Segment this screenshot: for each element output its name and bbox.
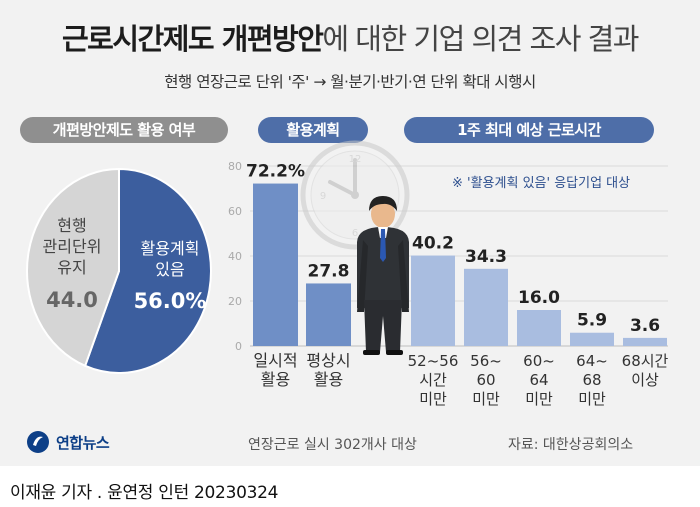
hours-tick-label: 미만: [472, 390, 500, 408]
plan-data-label: 27.8: [308, 261, 350, 281]
hours-data-label: 16.0: [518, 288, 560, 308]
source-note: 자료: 대한상공회의소: [508, 437, 634, 453]
hours-bar: [411, 255, 455, 346]
hours-tick-label: 시간: [419, 371, 447, 389]
sample-note: 연장근로 실시 302개사 대상: [248, 437, 417, 453]
hours-tick-label: 미만: [578, 390, 606, 408]
yonhap-logo-mark: [27, 431, 49, 453]
page-title: 근로시간제도 개편방안에 대한 기업 의견 조사 결과: [0, 16, 700, 58]
hours-tick-label: 68시간: [622, 352, 669, 370]
hours-tick-label: 미만: [419, 390, 447, 408]
plan-tick-label: 일시적: [253, 351, 297, 370]
note-text: ※ '활용계획 있음' 응답기업 대상: [452, 176, 631, 191]
labels-layer: 72.2%일시적활용27.8평상시활용40.252~56시간미만34.356~6…: [246, 162, 669, 408]
plan-bar: [306, 283, 351, 346]
hours-tick-label: 미만: [525, 390, 553, 408]
pie-chart: 현행 관리단위 유지 44.0 활용계획 있음 56.0%: [24, 165, 214, 377]
y-tick-label: 0: [235, 340, 242, 353]
pie-slice-plan: [83, 167, 212, 374]
plan-section-label: 활용계획: [258, 117, 368, 143]
hours-tick-label: 60: [476, 371, 495, 389]
yonhap-logo-text: 연합뉴스: [56, 434, 110, 452]
plan-tick-label: 평상시: [306, 351, 350, 370]
hours-tick-label: 68: [582, 371, 601, 389]
y-tick-label: 20: [228, 295, 242, 308]
hours-tick-label: 56~: [470, 352, 502, 370]
hours-bar: [623, 337, 667, 346]
hours-tick-label: 이상: [631, 371, 659, 389]
plan-tick-label: 활용: [261, 370, 290, 389]
hours-tick-label: 52~56: [408, 352, 459, 370]
pie-section-label: 개편방안제도 활용 여부: [20, 117, 228, 143]
svg-text:6: 6: [352, 228, 358, 239]
pie-slice-label-keep: 현행 관리단위 유지: [42, 216, 102, 277]
pie-slice-keep: [26, 167, 120, 368]
pie-slice-value-keep: 44.0: [46, 288, 98, 312]
byline: 이재윤 기자 . 윤연정 인턴 20230324: [10, 483, 279, 503]
hours-tick-label: 64~: [576, 352, 608, 370]
hours-data-label: 34.3: [465, 247, 507, 267]
hours-data-label: 5.9: [577, 311, 607, 331]
title-emphasis: 근로시간제도 개편방안: [62, 22, 324, 56]
hours-data-label: 3.6: [630, 316, 660, 336]
hours-section-label: 1주 최대 예상 근로시간: [404, 117, 654, 143]
hours-bar: [570, 332, 614, 346]
hours-tick-label: 60~: [523, 352, 555, 370]
pie-svg: [26, 167, 212, 374]
plan-data-label: 72.2%: [246, 162, 305, 182]
bars-layer: [253, 183, 667, 346]
hours-data-label: 40.2: [412, 234, 454, 254]
hours-tick-label: 64: [529, 371, 548, 389]
svg-text:12: 12: [349, 154, 362, 165]
businessman-illustration: [357, 196, 409, 355]
plan-bar: [253, 183, 298, 346]
pie-slice-label-plan: 활용계획 있음: [140, 239, 200, 279]
hours-bar: [517, 310, 561, 346]
y-tick-label: 60: [228, 205, 242, 218]
hours-bar: [464, 268, 508, 346]
y-tick-label: 40: [228, 250, 242, 263]
y-tick-label: 80: [228, 160, 242, 173]
title-rest: 에 대한 기업 의견 조사 결과: [322, 22, 639, 56]
svg-text:9: 9: [320, 191, 326, 202]
subtitle: 현행 연장근로 단위 '주' → 월·분기·반기·연 단위 확대 시행시: [164, 73, 536, 91]
pie-slice-value-plan: 56.0%: [133, 289, 207, 313]
infographic-card: 근로시간제도 개편방안에 대한 기업 의견 조사 결과 현행 연장근로 단위 '…: [0, 0, 700, 466]
plan-tick-label: 활용: [314, 370, 343, 389]
